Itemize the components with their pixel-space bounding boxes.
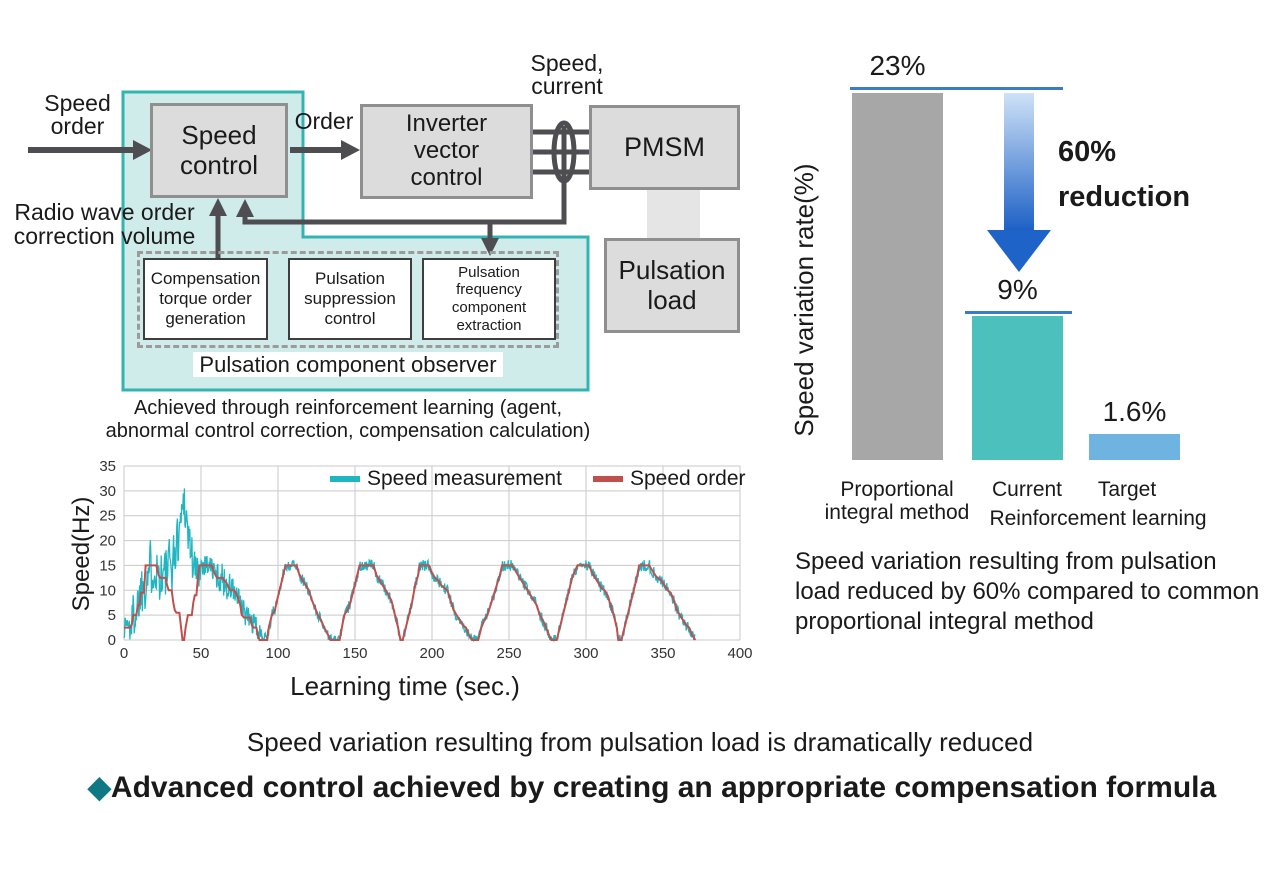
speed-measurement-line (123, 488, 696, 643)
reduction-arrow-head (987, 230, 1051, 272)
legend-item-order: Speed order (592, 467, 746, 491)
feedback-line (242, 126, 567, 225)
measurement-line-swatch-icon (330, 476, 360, 482)
bar (972, 316, 1063, 460)
reference-line (965, 311, 1072, 314)
inverter-vector-control-box: Inverter vector control (360, 104, 533, 199)
legend-item-measurement: Speed measurement (330, 467, 562, 491)
bar-category-label: Target (1097, 478, 1157, 501)
speed-order-label: Speed order (44, 90, 111, 140)
y-tick-label: 5 (108, 607, 116, 624)
footer-headline: ◆Advanced control achieved by creating a… (24, 770, 1280, 805)
compensation-arrowhead-up (209, 198, 227, 216)
legend-label-measurement: Speed measurement (367, 467, 562, 490)
order-label: Order (294, 108, 354, 134)
diamond-bullet-icon: ◆ (87, 771, 111, 804)
speed-control-box: Speed control (150, 103, 288, 198)
pulsation-suppression-box: Pulsation suppression control (288, 258, 412, 340)
reduction-percent-annotation: 60% (1058, 136, 1117, 168)
bar-category-label: Proportional integral method (824, 478, 970, 524)
y-tick-label: 15 (99, 557, 116, 574)
x-tick-label: 0 (120, 645, 128, 662)
observer-dashed-outline (137, 251, 559, 348)
speed-current-label: Speed, current (530, 50, 604, 99)
footer-summary-text: Speed variation resulting from pulsation… (246, 727, 1034, 757)
line-chart-x-axis-label: Learning time (sec.) (290, 671, 520, 701)
x-tick-label: 50 (193, 645, 210, 662)
reduction-word-annotation: reduction (1058, 181, 1191, 213)
reduction-arrow-shaft (1004, 93, 1034, 231)
diagram-caption: Achieved through reinforcement learning … (105, 397, 591, 442)
y-tick-label: 0 (108, 632, 116, 649)
y-tick-label: 30 (99, 483, 116, 500)
order-line-swatch-icon (592, 476, 623, 482)
radio-wave-order-label: Radio wave order correction volume (13, 199, 196, 250)
bar-chart-caption: Speed variation resulting from pulsation… (795, 548, 1260, 635)
reinforcement-learning-group-label: Reinforcement learning (989, 507, 1207, 530)
y-tick-label: 25 (99, 508, 116, 525)
x-tick-label: 400 (727, 645, 752, 662)
motor-shaft-connector (647, 186, 700, 242)
line-chart-y-axis-label: Speed(Hz) (68, 496, 95, 612)
feedback-arrowhead-up (236, 199, 254, 217)
speed-order-line (124, 564, 697, 641)
bar-chart-y-axis-label: Speed variation rate(%) (789, 163, 819, 437)
y-tick-label: 20 (99, 533, 116, 550)
compensation-torque-box: Compensation torque order generation (143, 258, 268, 340)
reduction-arrow-icon (987, 93, 1051, 272)
bar-value-label: 9% (997, 274, 1038, 305)
x-tick-label: 250 (496, 645, 521, 662)
x-tick-label: 300 (573, 645, 598, 662)
observer-label-text: Pulsation component observer (193, 352, 503, 377)
bar (1089, 434, 1180, 460)
pmsm-box: PMSM (589, 105, 740, 190)
line-chart-legend: Speed measurement Speed order (330, 467, 770, 491)
bar-value-label: 1.6% (1102, 396, 1167, 428)
pulsation-load-box: Pulsation load (604, 238, 740, 333)
y-tick-label: 35 (99, 458, 116, 475)
observer-label: Pulsation component observer (178, 352, 518, 378)
feedback-arrowhead-down (481, 238, 499, 256)
x-tick-label: 100 (265, 645, 290, 662)
x-tick-label: 200 (419, 645, 444, 662)
y-tick-label: 10 (99, 582, 116, 599)
legend-label-order: Speed order (629, 467, 746, 490)
bar-value-label: 23% (869, 50, 926, 81)
x-tick-label: 350 (650, 645, 675, 662)
reference-line (850, 87, 1063, 90)
bar-category-label: Current (991, 478, 1063, 501)
order-arrowhead (341, 140, 360, 160)
pulsation-frequency-box: Pulsation frequency component extraction (422, 258, 556, 340)
footer-headline-text: Advanced control achieved by creating an… (110, 771, 1217, 804)
speed-order-arrowhead (133, 140, 152, 160)
x-tick-label: 150 (342, 645, 367, 662)
bar (852, 93, 943, 460)
